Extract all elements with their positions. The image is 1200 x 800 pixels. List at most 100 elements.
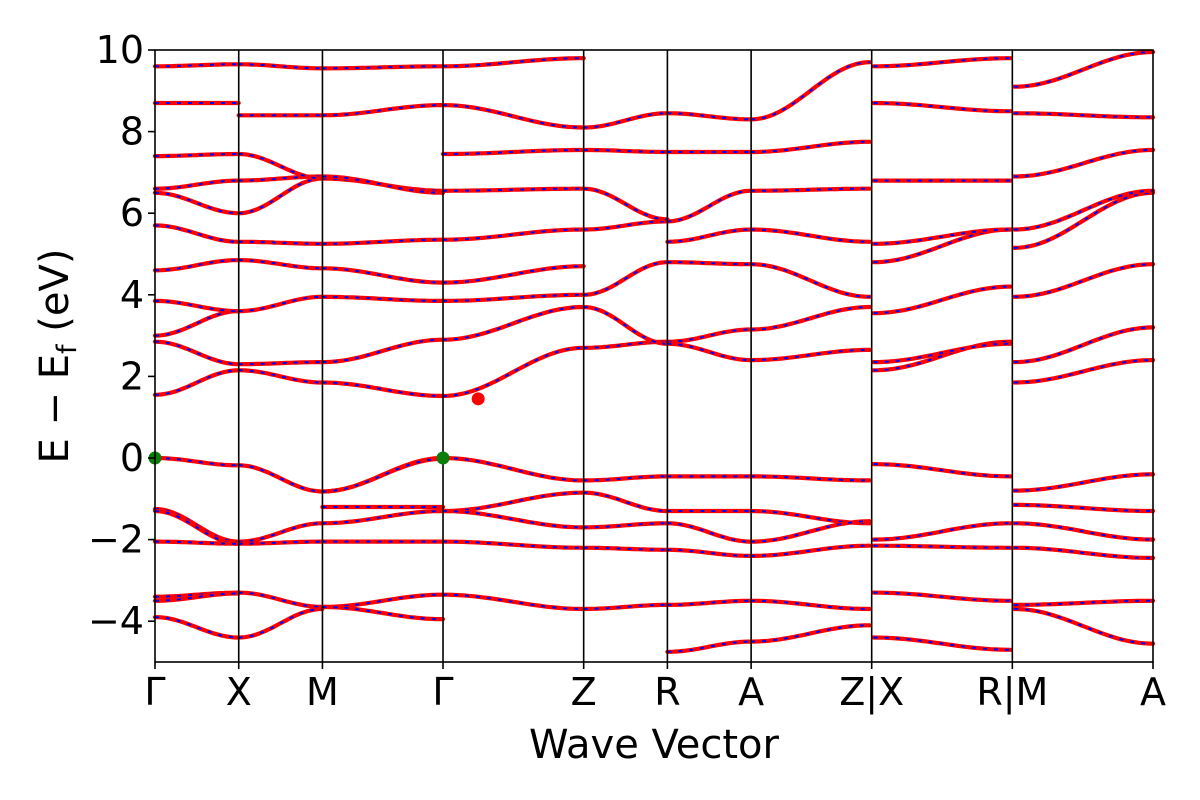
band-down-s6-b9 (751, 228, 870, 243)
band-down-s7-b3 (873, 591, 1011, 602)
band-down-s3-b2 (442, 510, 584, 529)
band-down-s1-b14 (238, 63, 323, 70)
band-down-s8-b6 (1014, 359, 1154, 384)
band-down-s0-b14 (155, 179, 239, 190)
band-up-s3-b9 (440, 227, 586, 242)
band-down-s3-b5 (442, 346, 584, 397)
band-down-s4-b6 (583, 306, 668, 345)
cbm-marker-0 (471, 392, 485, 406)
band-down-s3-b10 (443, 187, 584, 192)
band-down-s0-b12 (154, 224, 239, 243)
y-tick-label-1: −2 (88, 518, 144, 562)
band-down-s0-b17 (155, 63, 239, 68)
band-up-s6-b10 (749, 186, 872, 193)
band-up-s3-b12 (440, 103, 586, 130)
x-tick-label-8: R|M (976, 670, 1048, 715)
band-up-s1-b3 (236, 590, 325, 609)
x-tick-label-7: Z|X (839, 670, 904, 715)
band-down-s1-b12 (238, 153, 323, 180)
band-up-s2-b8 (320, 337, 446, 365)
band-up-s4-b11 (581, 111, 670, 130)
y-tick-label-3: 2 (120, 354, 144, 398)
band-down-s6-b11 (751, 140, 870, 153)
band-down-s3-b3 (442, 540, 584, 549)
band-up-s3-b5 (440, 345, 586, 399)
band-up-s2-b7 (320, 380, 446, 399)
band-down-s4-b1 (583, 491, 668, 512)
x-tick-label-0: Γ (144, 670, 165, 714)
band-up-s3-b7 (440, 292, 586, 303)
band-up-s8-b11 (1012, 147, 1156, 179)
band-down-s2-b15 (322, 65, 443, 70)
band-down-s5-b6 (667, 328, 752, 343)
band-down-s8-b11 (1014, 149, 1153, 178)
band-up-s6-b8 (749, 262, 872, 299)
band-down-s3-b9 (443, 228, 584, 241)
band-up-s0-b12 (152, 223, 241, 244)
y-axis-label-main: E − E (32, 354, 78, 464)
band-down-s2-b14 (322, 104, 443, 117)
band-down-s8-b10 (1014, 189, 1154, 231)
band-down-s0-b11 (155, 259, 239, 272)
band-down-s0-b8 (154, 340, 239, 366)
band-up-s5-b9 (665, 227, 754, 244)
band-down-s5-b3 (667, 548, 752, 557)
high-symmetry-lines (237, 50, 1014, 662)
band-down-s5-b5 (667, 640, 752, 653)
band-down-s3-b1 (443, 491, 584, 512)
band-down-s6-b5 (751, 624, 870, 643)
band-down-s4-b7 (583, 261, 668, 296)
band-down-s0-b2 (154, 510, 239, 545)
band-down-s8-b0 (1014, 473, 1154, 492)
band-up-s2-b13 (320, 174, 446, 195)
band-up-s8-b7 (1012, 325, 1156, 365)
band-up-s0-b7 (152, 368, 241, 397)
band-down-s3-b7 (443, 293, 584, 302)
x-axis-ticks: Γ X M Γ Z R A Z|X R|M A (144, 662, 1166, 715)
band-down-s5-b7 (667, 342, 752, 362)
x-tick-label-5: R (654, 670, 680, 714)
band-up-s8-b6 (1012, 358, 1156, 385)
band-down-s1-b7 (238, 295, 323, 313)
band-down-s2-b13 (322, 175, 444, 194)
y-axis-label-subscript: f (52, 343, 83, 354)
band-down-s8-b9 (1014, 191, 1154, 249)
band-down-s7-b9 (873, 228, 1011, 245)
band-down-s4-b11 (583, 112, 668, 129)
band-up-s3-b6 (440, 304, 586, 342)
y-axis-ticks: −4 −2 0 2 4 6 8 10 (88, 28, 155, 643)
band-up-s8-b9 (1012, 190, 1156, 250)
band-up-s8-b5 (1012, 606, 1156, 646)
band-down-s0-b0 (155, 457, 239, 467)
band-down-s7-b8 (873, 228, 1011, 264)
band-up-s6-b0 (749, 474, 872, 483)
band-up-s3-b11 (440, 147, 586, 157)
band-down-s5-b10 (667, 189, 752, 223)
band-down-s7-b0 (873, 463, 1011, 478)
band-down-s4-b8 (583, 220, 668, 231)
band-down-s7-b5 (873, 340, 1011, 372)
band-down-s8-b4 (1014, 599, 1153, 606)
band-up-s2-b3 (320, 508, 446, 526)
band-down-s7-b6 (873, 342, 1011, 364)
band-down-s1-b6 (238, 361, 323, 366)
band-up-s7-b8 (871, 227, 1013, 265)
band-down-s8-b1 (1014, 503, 1153, 512)
y-axis-label-unit: (eV) (32, 249, 78, 332)
band-down-s4-b3 (583, 546, 668, 551)
band-down-s7-b1 (873, 522, 1011, 541)
band-down-s4-b2 (583, 522, 668, 529)
band-up-s3-b0 (440, 455, 586, 483)
x-axis-label: Wave Vector (529, 722, 780, 768)
band-down-s2-b6 (322, 605, 444, 621)
band-down-s4-b0 (583, 475, 668, 482)
band-up-s1-b5 (236, 368, 325, 385)
band-up-s2-b10 (320, 266, 446, 285)
band-down-s0-b3 (155, 540, 239, 545)
y-tick-label-5: 6 (120, 191, 144, 235)
band-up-s1-b1 (236, 521, 325, 544)
band-down-s5-b2 (667, 522, 752, 543)
x-tick-label-1: X (226, 670, 252, 714)
band-up-s6-b9 (749, 227, 872, 244)
